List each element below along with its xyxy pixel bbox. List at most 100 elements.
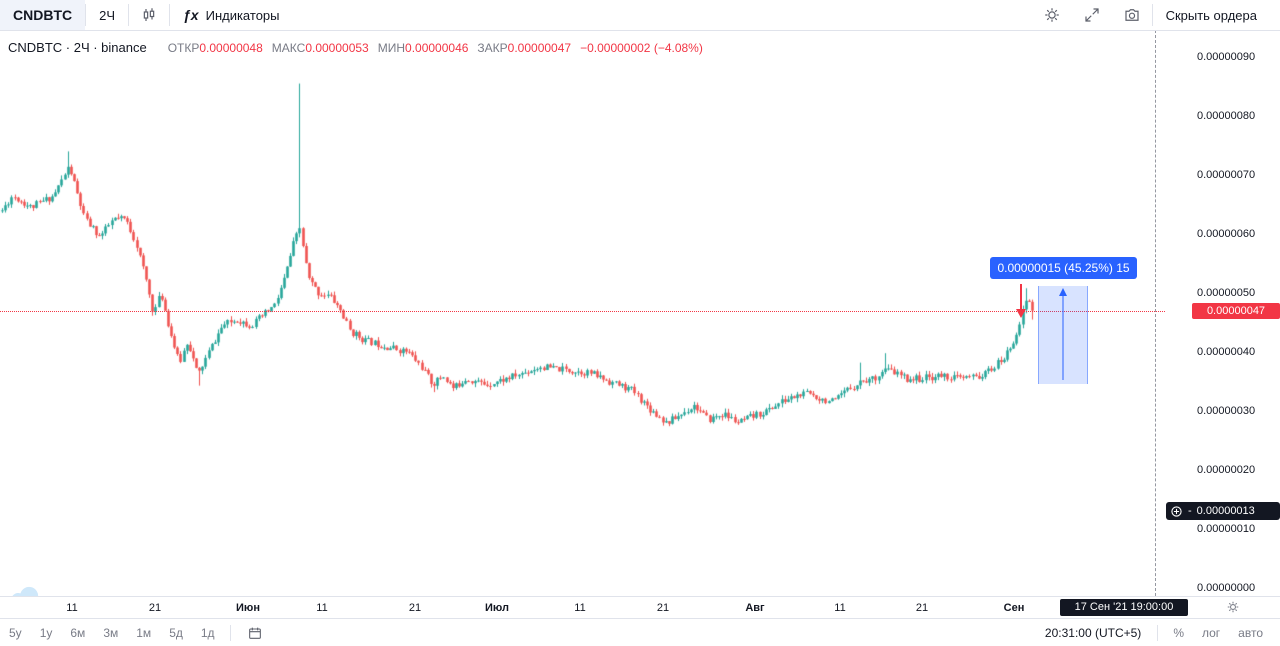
time-tick-label: Июн [236,602,260,614]
price-tick-label: 0.00000090 [1197,51,1256,63]
time-tick-label: Сен [1003,602,1025,614]
measure-range-drawing[interactable] [1038,286,1088,384]
chart-style-button[interactable] [129,0,169,30]
time-tick-label: 21 [408,602,422,614]
price-tick-label: 0.00000070 [1197,169,1256,181]
time-axis-labels: 11 21 Июн 11 21 Июл 11 21 Авг 11 21 Сен [0,597,1165,619]
price-tick-label: 0.00000080 [1197,110,1256,122]
auto-scale-button[interactable]: авто [1238,626,1263,640]
order-prefix: - [1188,505,1192,517]
circle-plus-icon[interactable] [1171,505,1182,517]
crosshair-vertical-line [1155,30,1156,596]
indicators-button[interactable]: ƒx Индикаторы [170,0,292,30]
chart-legend: CNDBTC · 2Ч · binance ОТКР 0.00000048 МАК… [8,40,703,55]
divider [229,625,231,641]
price-tick-label: 0.00000000 [1197,582,1256,594]
camera-icon [1123,6,1141,24]
time-tick-label: 11 [574,602,586,614]
symbol-button[interactable]: CNDBTC [0,0,86,30]
measure-up-arrow-icon [1059,288,1067,380]
range-button-1m[interactable]: 1м [127,619,160,646]
bottom-toolbar: 5у 1у 6м 3м 1м 5д 1д 20:31:00 (UTC+5) % … [0,618,1280,646]
top-toolbar-right: Скрыть ордера [1032,0,1280,30]
snapshot-button[interactable] [1112,0,1152,30]
fullscreen-button[interactable] [1072,0,1112,30]
fullscreen-icon [1083,6,1101,24]
price-axis[interactable]: 0.00000090 0.00000080 0.00000070 0.00000060… [1165,30,1280,596]
legend-high-label: МАКС [271,41,306,55]
range-label: 3м [103,626,119,640]
time-tick-label: 21 [656,602,670,614]
crosshair-time-label: 17 Сен '21 19:00:00 [1060,599,1188,616]
price-tick-label: 0.00000050 [1197,287,1256,299]
time-tick-label: 21 [915,602,929,614]
interval-button[interactable]: 2Ч [86,0,128,30]
range-label: 1м [136,626,152,640]
order-price-label[interactable]: - 0.00000013 [1166,502,1280,520]
top-toolbar-left: CNDBTC 2Ч ƒx Индикаторы [0,0,293,30]
price-tick-label: 0.00000010 [1197,523,1256,535]
time-tick-label: 11 [834,602,846,614]
interval-label: 2Ч [99,7,116,23]
divider [1157,625,1159,641]
order-price-value: 0.00000013 [1196,505,1255,517]
range-button-6m[interactable]: 6м [61,619,94,646]
indicators-label: Индикаторы [205,7,280,23]
current-price-label: 0.00000047 [1192,303,1280,319]
legend-close-label: ЗАКР [477,41,508,55]
price-tick-label: 0.00000030 [1197,405,1256,417]
legend-low-label: МИН [377,41,406,55]
legend-title: CNDBTC · 2Ч · binance [8,40,147,55]
price-tick-label: 0.00000060 [1197,228,1256,240]
range-label: 5у [9,626,22,640]
chart-pane[interactable]: CNDBTC · 2Ч · binance ОТКР 0.00000048 МАК… [0,30,1165,611]
log-scale-button[interactable]: лог [1201,626,1221,640]
range-button-5y[interactable]: 5у [0,619,31,646]
symbol-label: CNDBTC [13,7,73,23]
range-label: 1д [200,626,215,640]
top-toolbar: CNDBTC 2Ч ƒx Индикаторы [0,0,1280,31]
bottom-toolbar-right: 20:31:00 (UTC+5) % лог авто [1035,619,1280,646]
current-price-line [0,311,1165,312]
clock-button[interactable]: 20:31:00 (UTC+5) [1044,626,1142,640]
legend-open-label: ОТКР [167,41,200,55]
measure-tooltip: 0.00000015 (45.25%) 15 [990,257,1137,279]
divider [85,4,87,26]
divider [128,4,130,26]
price-tick-label: 0.00000040 [1197,346,1256,358]
calendar-icon [247,625,263,641]
percent-scale-button[interactable]: % [1173,626,1184,640]
go-to-date-button[interactable] [237,619,273,646]
time-tick-label: 11 [66,602,78,614]
legend-change-value: −0.00000002 (−4.08%) [580,41,703,55]
time-tick-label: 11 [316,602,328,614]
range-button-1d[interactable]: 1д [192,619,224,646]
candlestick-style-icon [140,6,158,24]
settings-button[interactable] [1032,0,1072,30]
time-axis[interactable]: 11 21 Июн 11 21 Июл 11 21 Авг 11 21 Сен 17 Сен '21 … [0,596,1280,619]
legend-close-value: 0.00000047 [507,41,572,55]
time-tick-label: Июл [484,602,510,614]
price-tick-label: 0.00000020 [1197,464,1256,476]
down-arrow-annotation[interactable] [1015,284,1027,323]
range-button-5d[interactable]: 5д [160,619,192,646]
legend-low-value: 0.00000046 [405,41,469,55]
range-label: 6м [70,626,86,640]
range-button-1y[interactable]: 1у [31,619,62,646]
legend-open-value: 0.00000048 [199,41,263,55]
divider [169,4,171,26]
gear-icon [1043,6,1061,24]
divider [1151,4,1153,26]
time-tick-label: 21 [148,602,162,614]
legend-high-value: 0.00000053 [305,41,369,55]
range-label: 1у [39,626,53,640]
axis-settings-gear-icon[interactable] [1226,600,1240,614]
hide-orders-button[interactable]: Скрыть ордера [1153,0,1270,30]
hide-orders-label: Скрыть ордера [1165,7,1257,23]
fx-icon: ƒx [183,7,199,23]
range-label: 5д [169,626,183,640]
time-tick-label: Авг [745,602,765,614]
candlestick-canvas[interactable] [0,30,1165,596]
range-button-3m[interactable]: 3м [94,619,127,646]
